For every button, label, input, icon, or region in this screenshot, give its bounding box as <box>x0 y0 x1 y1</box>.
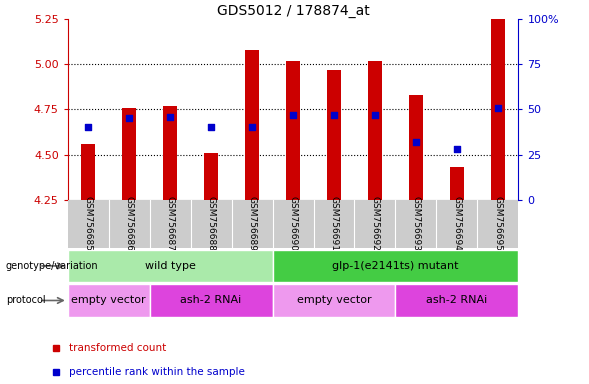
Text: GSM756685: GSM756685 <box>84 196 92 251</box>
Bar <box>68 250 273 282</box>
Bar <box>450 167 464 200</box>
Text: GSM756693: GSM756693 <box>411 196 421 251</box>
Bar <box>163 106 177 200</box>
Point <box>289 112 298 118</box>
Bar <box>395 284 518 317</box>
Bar <box>122 108 136 200</box>
Point <box>329 112 339 118</box>
Bar <box>491 19 505 200</box>
Point <box>411 139 421 145</box>
Text: GSM756687: GSM756687 <box>166 196 175 251</box>
Bar <box>273 284 395 317</box>
Text: genotype/variation: genotype/variation <box>6 261 98 271</box>
Text: ash-2 RNAi: ash-2 RNAi <box>180 295 241 306</box>
Bar <box>327 70 341 200</box>
Point <box>247 124 257 131</box>
Bar <box>68 284 150 317</box>
Text: GSM756690: GSM756690 <box>289 196 297 251</box>
Point <box>206 124 216 131</box>
Point <box>452 146 462 152</box>
Text: GSM756695: GSM756695 <box>494 196 502 251</box>
Text: empty vector: empty vector <box>297 295 371 306</box>
Text: GSM756686: GSM756686 <box>125 196 134 251</box>
Text: glp-1(e2141ts) mutant: glp-1(e2141ts) mutant <box>332 261 459 271</box>
Point <box>124 115 134 121</box>
Point <box>166 114 175 120</box>
Text: ash-2 RNAi: ash-2 RNAi <box>426 295 488 306</box>
Bar <box>204 153 219 200</box>
Point <box>370 112 380 118</box>
Bar <box>368 61 382 200</box>
Bar <box>81 144 95 200</box>
Text: empty vector: empty vector <box>71 295 146 306</box>
Text: protocol: protocol <box>6 295 45 306</box>
Text: transformed count: transformed count <box>70 343 167 354</box>
Bar <box>273 250 518 282</box>
Text: GSM756689: GSM756689 <box>247 196 257 251</box>
Text: wild type: wild type <box>145 261 196 271</box>
Text: GSM756688: GSM756688 <box>207 196 216 251</box>
Point <box>84 124 93 131</box>
Bar <box>245 50 259 200</box>
Text: GSM756694: GSM756694 <box>452 196 461 251</box>
Point <box>493 104 502 111</box>
Text: GSM756691: GSM756691 <box>329 196 339 251</box>
Text: percentile rank within the sample: percentile rank within the sample <box>70 367 246 377</box>
Bar <box>409 95 423 200</box>
Bar <box>150 284 273 317</box>
Title: GDS5012 / 178874_at: GDS5012 / 178874_at <box>217 4 369 18</box>
Bar <box>286 61 300 200</box>
Text: GSM756692: GSM756692 <box>370 196 379 251</box>
